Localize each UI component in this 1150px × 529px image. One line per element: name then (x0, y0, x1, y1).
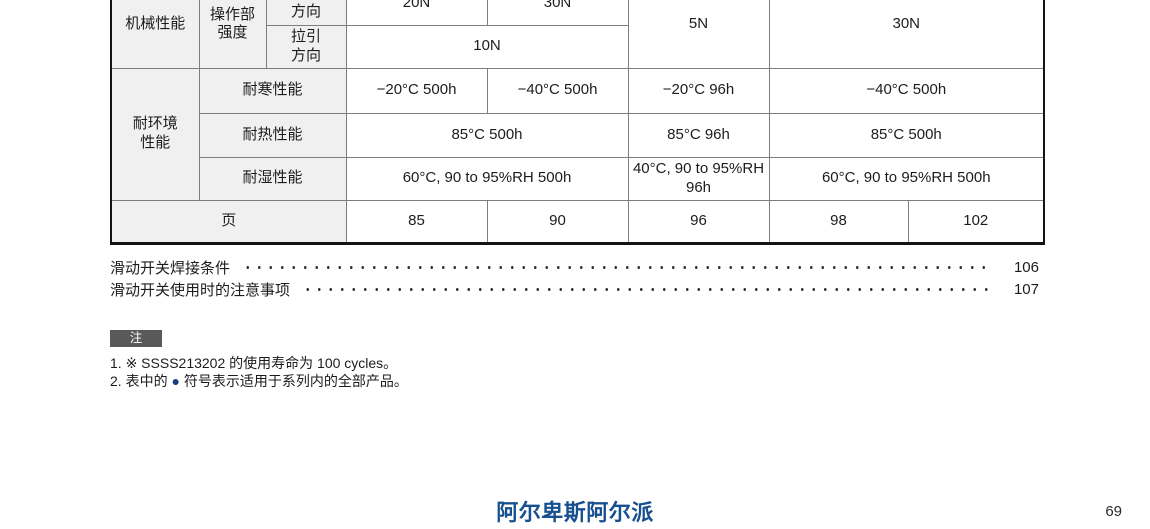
cell-heat-c12: 85°C 500h (345, 112, 629, 158)
cell-page-c4: 98 (768, 199, 909, 245)
cell-operating-strength: 操作部 强度 (198, 0, 267, 69)
note-line-1: 1. ※ SSSS213202 的使用寿命为 100 cycles。 (110, 355, 398, 371)
cell-cold-c1: −20°C 500h (345, 67, 488, 114)
note-badge: 注 (110, 330, 162, 347)
spec-table-region: 机械性能 操作部 强度 推压 方向 20N 30N 5N 30N 拉引 方向 1… (110, 0, 1046, 245)
cell-page-c3: 96 (627, 199, 770, 245)
cell-cold-c45: −40°C 500h (768, 67, 1045, 114)
cell-pull-direction-label: 拉引 方向 (265, 25, 347, 69)
cell-page-label: 页 (110, 199, 347, 245)
brand-logo-text: 阿尔卑斯阿尔派 (496, 500, 654, 525)
cell-push-c1: 20N (345, 0, 488, 26)
cell-group-environment: 耐环境 性能 (110, 67, 200, 201)
toc-label: 滑动开关使用时的注意事项 (110, 281, 291, 299)
note-line-2: 2. 表中的 ● 符号表示适用于系列内的全部产品。 (110, 371, 408, 391)
cell-cold-c2: −40°C 500h (486, 67, 629, 114)
cell-humidity-c12: 60°C, 90 to 95%RH 500h (345, 156, 629, 201)
toc-label: 滑动开关焊接条件 (110, 259, 231, 277)
cell-push-direction-label: 推压 方向 (265, 0, 347, 26)
cell-humidity-label: 耐湿性能 (198, 156, 347, 201)
toc-page-number: 107 (1013, 280, 1039, 298)
cell-heat-label: 耐热性能 (198, 112, 347, 158)
cell-strength-c45: 30N (768, 0, 1045, 69)
spec-table: 机械性能 操作部 强度 推压 方向 20N 30N 5N 30N 拉引 方向 1… (110, 0, 1045, 245)
toc-entry-usage-precautions: 滑动开关使用时的注意事项 107 (110, 278, 1039, 300)
note-line-2-prefix: 2. 表中的 (110, 373, 172, 389)
cell-page-c5: 102 (907, 199, 1045, 245)
toc-entry-soldering: 滑动开关焊接条件 106 (110, 256, 1039, 278)
cell-cold-c3: −20°C 96h (627, 67, 770, 114)
cell-pull-c12: 10N (345, 25, 629, 69)
note-line-2-suffix: 符号表示适用于系列内的全部产品。 (179, 373, 408, 389)
cell-strength-c3: 5N (627, 0, 770, 69)
cell-group-mechanical: 机械性能 (110, 0, 200, 69)
cell-heat-c45: 85°C 500h (768, 112, 1045, 158)
dot-leader (302, 286, 993, 292)
toc: 滑动开关焊接条件 106 滑动开关使用时的注意事项 107 (110, 256, 1039, 300)
cell-page-c1: 85 (345, 199, 488, 245)
dot-leader (242, 264, 993, 270)
page-number: 69 (1105, 503, 1122, 520)
cell-humidity-c45: 60°C, 90 to 95%RH 500h (768, 156, 1045, 201)
cell-cold-label: 耐寒性能 (198, 67, 347, 114)
cell-page-c2: 90 (486, 199, 629, 245)
toc-page-number: 106 (1013, 258, 1039, 276)
cell-push-c2: 30N (486, 0, 629, 26)
cell-humidity-c3: 40°C, 90 to 95%RH 96h (627, 156, 770, 201)
blue-dot-icon: ● (171, 373, 180, 389)
cell-heat-c3: 85°C 96h (627, 112, 770, 158)
